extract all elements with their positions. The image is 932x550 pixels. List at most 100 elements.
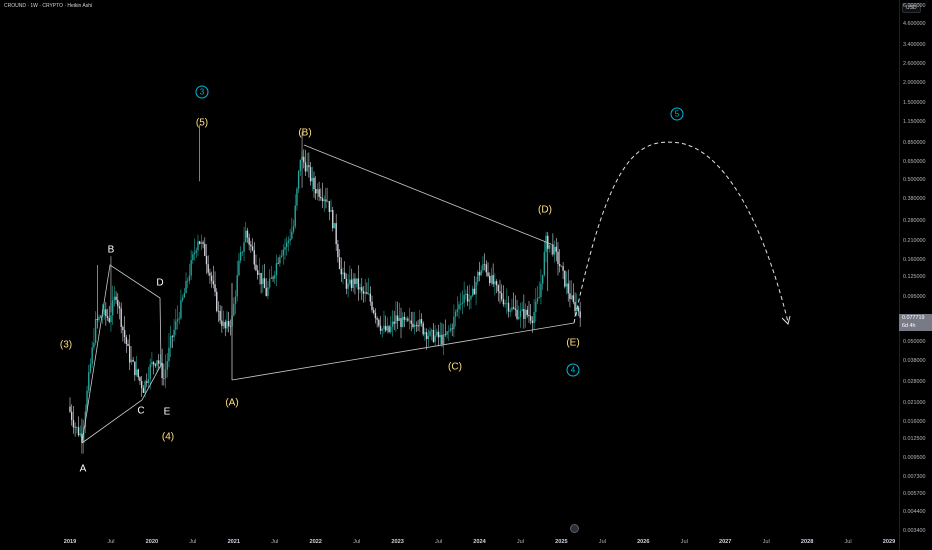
candle-body	[337, 244, 339, 258]
candle-body	[205, 255, 208, 265]
candle-body	[538, 297, 540, 299]
time-tick-label: 2024	[473, 539, 486, 545]
candle-body	[294, 205, 296, 227]
candle-body	[458, 304, 460, 310]
candle-body	[238, 260, 240, 276]
price-tick-label: 3.400000	[903, 42, 926, 49]
candle-body	[296, 188, 298, 206]
candle-body	[388, 326, 390, 333]
candle-body	[468, 299, 470, 302]
candle-body	[393, 321, 395, 324]
time-tick-label: 2022	[309, 539, 322, 545]
candle-body	[91, 347, 93, 364]
candle-body	[565, 283, 568, 287]
candle-body	[417, 325, 419, 327]
time-tick-label: Jul	[598, 539, 606, 545]
candle-body	[297, 171, 300, 189]
wave-label-d: D	[156, 277, 164, 289]
candle-body	[134, 361, 136, 376]
candle-body	[308, 165, 310, 168]
price-tick-label: 0.007300	[903, 473, 926, 480]
candle-body	[236, 275, 238, 297]
candle-body	[528, 314, 530, 317]
candle-body	[280, 255, 283, 257]
price-tick-label: 0.028000	[903, 379, 926, 386]
price-tick-label: 2.000000	[903, 79, 926, 86]
candle-body	[419, 319, 421, 327]
wave-triangle-large-upper	[303, 144, 552, 245]
currency-button[interactable]: USD	[902, 3, 921, 13]
candle-body	[475, 281, 477, 295]
candle-body	[516, 309, 518, 319]
candle-body	[420, 319, 423, 324]
candle-body	[289, 238, 291, 241]
candle-body	[427, 335, 430, 340]
price-axis[interactable]	[899, 0, 932, 550]
candle-body	[178, 318, 180, 320]
candle-body	[524, 309, 527, 319]
wave-triangle-large-lower	[231, 322, 575, 381]
candle-body	[292, 226, 295, 232]
candle-body	[113, 296, 116, 301]
candle-body	[349, 279, 351, 284]
candle-body	[111, 300, 114, 316]
candle-body	[209, 272, 211, 276]
price-tick-label: 0.038000	[903, 357, 926, 364]
candle-body	[441, 334, 443, 345]
candle-body	[233, 303, 235, 316]
candle-body	[118, 306, 121, 309]
candle-body	[471, 288, 474, 296]
candle-body	[410, 320, 412, 324]
time-tick-label: 2025	[555, 539, 568, 545]
candle-body	[359, 287, 361, 290]
candle-body	[323, 199, 325, 202]
price-chart[interactable]	[0, 0, 899, 550]
candle-body	[381, 329, 383, 331]
candle-body	[444, 334, 447, 335]
candle-body	[274, 275, 276, 279]
candle-body	[287, 240, 290, 243]
price-tick-label: 1.150000	[903, 118, 926, 125]
candle-body	[463, 294, 465, 303]
price-tick-label: 0.016000	[903, 418, 926, 425]
candle-body	[168, 347, 170, 362]
candle-body	[282, 249, 284, 256]
candle-body	[434, 335, 436, 342]
candle-body	[408, 320, 411, 322]
candle-body	[403, 316, 406, 320]
candle-body	[277, 263, 279, 264]
candle-body	[320, 196, 322, 199]
candle-body	[245, 230, 247, 243]
candle-body	[490, 275, 493, 284]
candle-body	[480, 270, 482, 276]
price-tick-label: 0.005700	[903, 491, 926, 498]
candle-body	[535, 301, 537, 313]
candle-body	[151, 362, 153, 365]
candle-body	[424, 332, 426, 335]
time-tick-label: 2027	[718, 539, 732, 545]
candle-body	[246, 230, 249, 238]
candle-body	[564, 270, 566, 287]
candle-body	[285, 242, 288, 248]
price-tick-label: 0.003400	[903, 527, 926, 534]
candle-body	[253, 250, 255, 265]
candle-body	[154, 364, 157, 366]
axis-settings-icon[interactable]	[570, 524, 579, 533]
wave-label-d-paren: (D)	[538, 204, 552, 216]
wave-triangle-small	[81, 264, 162, 444]
candle-body	[241, 251, 244, 253]
bar-countdown: 6d 4h	[902, 323, 916, 329]
candle-body	[234, 296, 237, 304]
candle-body	[217, 310, 220, 312]
candle-body	[495, 281, 498, 286]
candle-body	[110, 315, 112, 322]
candle-body	[487, 272, 489, 277]
candle-body	[251, 246, 254, 251]
candle-body	[454, 311, 457, 317]
candle-body	[342, 272, 344, 275]
candle-body	[72, 419, 75, 428]
candle-body	[193, 252, 196, 255]
candle-body	[512, 307, 515, 309]
candle-body	[485, 264, 488, 273]
candle-body	[431, 330, 433, 331]
